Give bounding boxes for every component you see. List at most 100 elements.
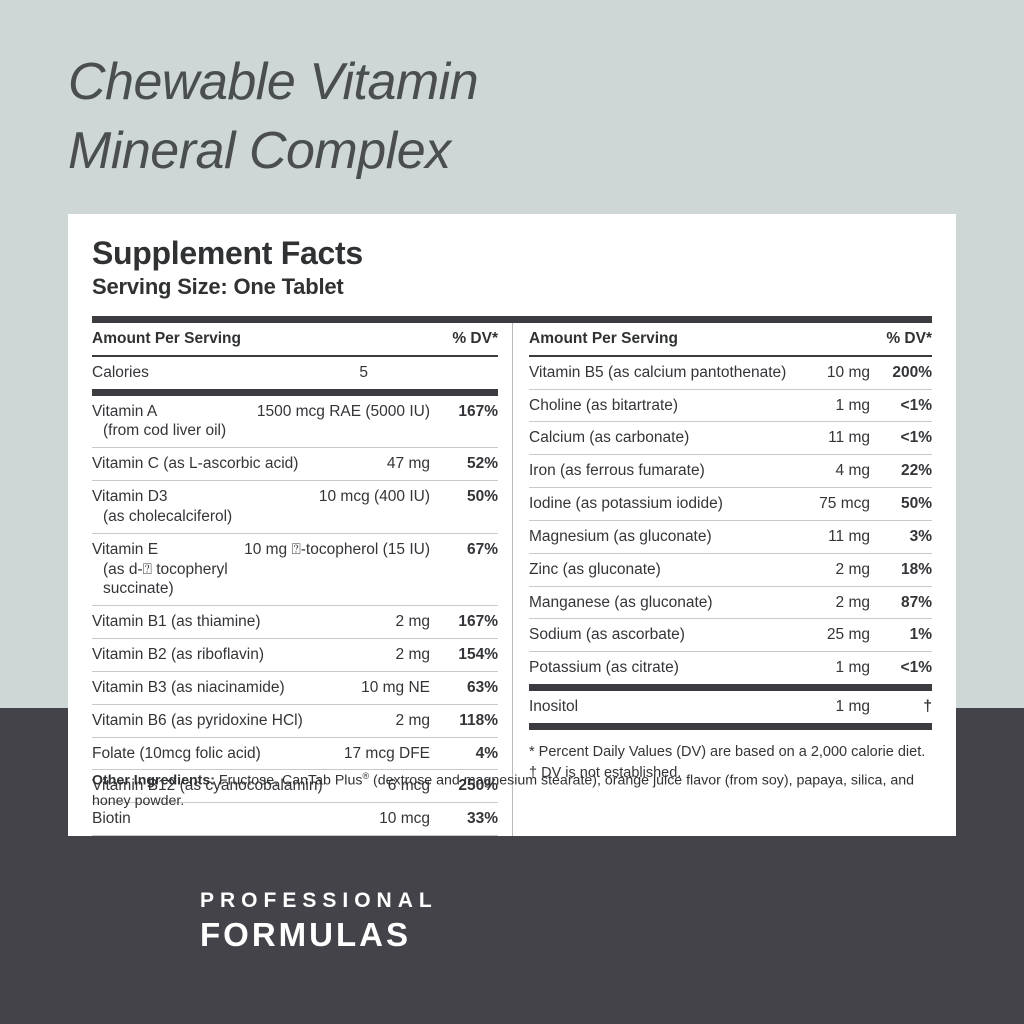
table-row-calories: Calories 5 (92, 357, 498, 389)
product-title-line-2: Mineral Complex (68, 121, 451, 180)
row-divider (529, 519, 932, 521)
nutrients-column-right: Amount Per Serving % DV* Vitamin B5 (as … (512, 322, 932, 837)
nutrient-dv: 200% (892, 363, 932, 381)
nutrient-source: (as d-⍰ tocopheryl succinate) (103, 560, 228, 598)
other-ingredients-label: Other Ingredients: (92, 772, 215, 789)
page-title: Chewable Vitamin Mineral Complex (68, 48, 768, 185)
header-rule-left (92, 354, 498, 357)
nutrient-name: Iodine (as potassium iodide) (529, 495, 723, 513)
nutrient-dv: 154% (458, 646, 498, 664)
header-percent-dv: % DV* (452, 329, 498, 347)
table-row: Potassium (as citrate) 1 mg <1% (529, 652, 932, 684)
logo-wordmark: PROFESSIONAL FORMULAS (200, 890, 438, 951)
table-row: Vitamin A (from cod liver oil) 1500 mcg RA… (92, 396, 498, 448)
other-ingredients-text-1: Fructose, CanTab Plus (214, 772, 363, 789)
nutrient-name: Folate (10mcg folic acid) (92, 744, 261, 762)
row-divider (529, 585, 932, 587)
table-row: Vitamin B12 (as cyanocobalamin) 6 mcg 250% (92, 770, 498, 802)
row-divider (529, 618, 932, 620)
nutrient-name: Vitamin B3 (as niacinamide) (92, 678, 285, 696)
nutrient-amount: 10 mg (826, 363, 870, 381)
row-divider (92, 447, 498, 449)
nutrient-dv: <1% (900, 396, 932, 414)
row-divider (92, 835, 498, 837)
table-row: Iron (as ferrous fumarate) 4 mg 22% (529, 455, 932, 487)
brand-logo: PROFESSIONAL FORMULAS (99, 884, 519, 978)
row-divider (529, 552, 932, 554)
nutrient-name: Vitamin B6 (as pyridoxine HCl) (92, 711, 303, 729)
nutrient-amount: 1500 mcg RAE (5000 IU) (256, 402, 430, 420)
nutrient-name: Magnesium (as gluconate) (529, 527, 712, 545)
header-amount-per-serving: Amount Per Serving (529, 329, 678, 347)
header-rule-right (529, 354, 932, 357)
table-row: Magnesium (as gluconate) 11 mg 3% (529, 521, 932, 553)
nutrient-dv: 250% (458, 777, 498, 795)
nutrient-name: Vitamin B12 (as cyanocobalamin) (92, 777, 323, 795)
nutrient-dv: 50% (900, 495, 932, 513)
table-row: Biotin 10 mcg 33% (92, 803, 498, 835)
nutrient-dv: 50% (466, 488, 498, 506)
daily-value-footnote: * Percent Daily Values (DV) are based on… (529, 743, 926, 781)
nutrient-rows-right: Vitamin B5 (as calcium pantothenate) 10 m… (529, 357, 932, 684)
table-row: Vitamin B6 (as pyridoxine HCl) 2 mg 118% (92, 705, 498, 737)
supplement-facts-title: Supplement Facts (92, 235, 363, 271)
table-row: Vitamin D3 (as cholecalciferol) 10 mcg (40… (92, 481, 498, 533)
nutrient-dv: 52% (466, 455, 498, 473)
row-divider (529, 454, 932, 456)
table-row: Vitamin B3 (as niacinamide) 10 mg NE 63% (92, 672, 498, 704)
logo-wordmark-line-1: PROFESSIONAL (200, 889, 438, 912)
other-ingredients: Other Ingredients: Fructose, CanTab Plus… (92, 770, 932, 811)
row-divider (92, 480, 498, 482)
nutrient-dv: 87% (900, 593, 932, 611)
nutrient-name: Calories (92, 363, 149, 381)
nutrient-dv: 33% (466, 810, 498, 828)
column-header-left: Amount Per Serving % DV* (92, 323, 498, 355)
nutrient-dv: 63% (466, 678, 498, 696)
nutrient-amount: 47 mg (386, 455, 430, 473)
nutrient-name: Vitamin C (as L-ascorbic acid) (92, 455, 299, 473)
nutrient-dv: 22% (900, 462, 932, 480)
nutrient-amount: 5 (359, 363, 368, 381)
nutrient-amount: 2 mg (395, 711, 430, 729)
table-row: Vitamin B1 (as thiamine) 2 mg 167% (92, 606, 498, 638)
inositol-top-rule (529, 684, 932, 692)
row-divider (92, 802, 498, 804)
nutrient-name: Biotin (92, 810, 131, 828)
table-row: Calcium (as carbonate) 11 mg <1% (529, 422, 932, 454)
nutrient-amount: 11 mg (828, 429, 870, 447)
registered-trademark-icon: ® (362, 771, 370, 781)
table-row: Vitamin B2 (as riboflavin) 2 mg 154% (92, 639, 498, 671)
nutrient-dv: 118% (459, 711, 498, 729)
nutrient-amount: 10 mcg (400 IU) (318, 488, 430, 506)
nutrient-dv: 4% (475, 744, 498, 762)
nutrient-amount: 25 mg (826, 626, 870, 644)
header-percent-dv: % DV* (886, 329, 932, 347)
nutrient-dv: 1% (909, 626, 932, 644)
table-row: Sodium (as ascorbate) 25 mg 1% (529, 619, 932, 651)
row-divider (92, 769, 498, 771)
table-row-inositol: Inositol 1 mg † (529, 691, 932, 723)
logo-flower-icon (99, 888, 183, 972)
nutrient-amount: 1 mg (835, 396, 870, 414)
nutrients-column-left: Amount Per Serving % DV* Calories 5 Vita… (92, 323, 512, 837)
nutrient-name: Vitamin B5 (as calcium pantothenate) (529, 363, 787, 381)
nutrient-dv: 167% (458, 613, 498, 631)
row-divider (529, 651, 932, 653)
nutrient-name: Vitamin A (from cod liver oil) (92, 402, 257, 442)
nutrient-rows-left: Vitamin A (from cod liver oil) 1500 mcg RA… (92, 396, 498, 837)
table-row: Vitamin E (as d-⍰ tocopheryl succinate) 10… (92, 534, 498, 605)
other-ingredients-text-2: (dextrose and magnesium stearate), orang… (92, 772, 914, 809)
nutrient-amount: 2 mg (835, 593, 870, 611)
nutrient-name: Manganese (as gluconate) (529, 593, 713, 611)
nutrient-amount: 75 mcg (819, 495, 870, 513)
serving-size-label: Serving Size: One Tablet (92, 273, 344, 299)
row-divider (529, 487, 932, 489)
nutrient-dv: 67% (466, 540, 498, 558)
nutrient-name: Calcium (as carbonate) (529, 429, 690, 447)
nutrient-amount: 1 mg (835, 698, 870, 716)
nutrient-amount: 2 mg (835, 560, 870, 578)
nutrient-name: Vitamin E (as d-⍰ tocopheryl succinate) (92, 540, 244, 599)
nutrient-name: Iron (as ferrous fumarate) (529, 462, 705, 480)
nutrient-name: Vitamin D3 (as cholecalciferol) (92, 487, 319, 527)
column-header-right: Amount Per Serving % DV* (529, 323, 932, 355)
